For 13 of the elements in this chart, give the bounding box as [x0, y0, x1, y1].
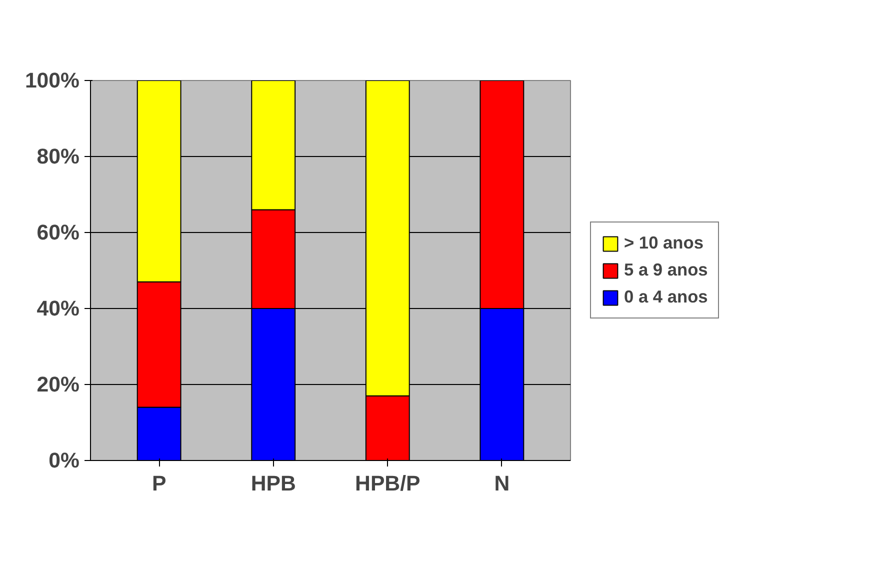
y-tick-label: 60% — [36, 220, 80, 244]
legend-label: 5 a 9 anos — [624, 260, 708, 280]
y-tick-label: 20% — [36, 372, 80, 396]
legend-label: 0 a 4 anos — [624, 286, 708, 308]
y-tick-label: 80% — [36, 144, 80, 168]
legend-label: > 10 anos — [624, 232, 704, 254]
y-tick-label: 40% — [36, 296, 80, 320]
x-tick-label: HPB — [250, 472, 296, 496]
y-tick-label: 0% — [48, 448, 80, 472]
x-tick-label: HPB/P — [355, 472, 420, 496]
x-tick-label: P — [152, 472, 166, 496]
x-tick-label: N — [494, 472, 510, 496]
y-tick-label: 100% — [24, 68, 80, 92]
